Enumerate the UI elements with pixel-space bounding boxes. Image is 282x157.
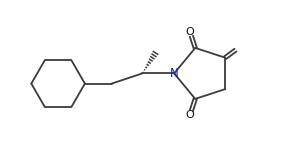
Text: N: N <box>170 67 179 80</box>
Text: O: O <box>186 27 194 37</box>
Text: O: O <box>186 110 194 120</box>
